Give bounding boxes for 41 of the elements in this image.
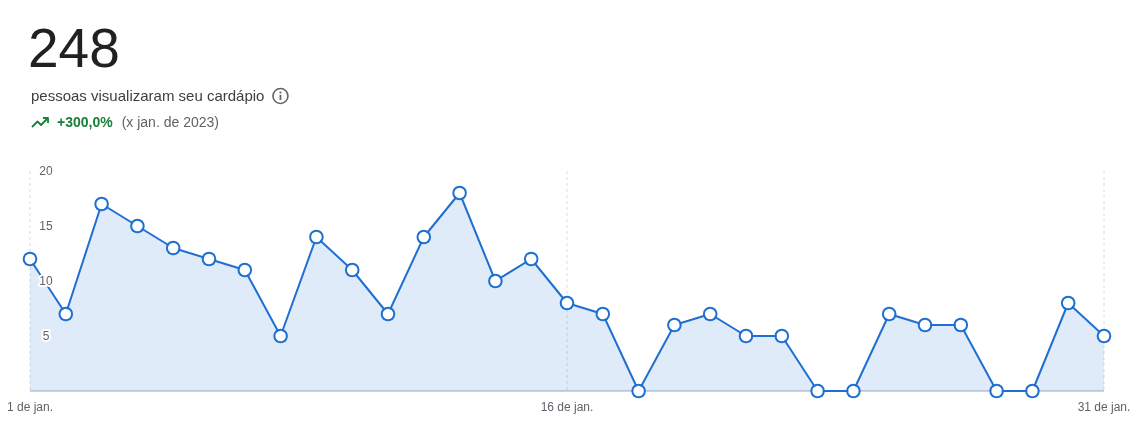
- x-tick-label: 16 de jan.: [540, 400, 594, 414]
- text: (x jan. de 2023): [121, 114, 219, 130]
- point: [702, 306, 718, 322]
- point: [201, 251, 217, 267]
- y-tick-label: 5: [42, 329, 50, 344]
- y-tick-label: 15: [39, 219, 53, 234]
- point: [58, 306, 74, 322]
- point: [667, 317, 682, 333]
- point: [523, 251, 539, 267]
- point: [846, 383, 861, 399]
- chart-subtitle: pessoas visualizaram seu cardápio: [31, 87, 265, 104]
- y-tick-label: 20: [39, 164, 53, 179]
- point: [488, 273, 503, 289]
- point: [953, 317, 969, 333]
- point: [273, 328, 288, 344]
- point: [810, 383, 825, 399]
- point: [989, 383, 1004, 399]
- point: [309, 229, 324, 245]
- point: [452, 185, 467, 201]
- point: [1096, 328, 1112, 344]
- point: [22, 251, 38, 267]
- point: [237, 262, 253, 278]
- point: [165, 240, 181, 256]
- point: [917, 317, 933, 333]
- point: [1060, 295, 1076, 311]
- point: [416, 229, 432, 245]
- point: [1025, 383, 1040, 399]
- x-tick-label: 1 de jan.: [6, 400, 54, 414]
- chart-title: 248: [28, 17, 120, 79]
- point: [559, 295, 575, 311]
- point: [380, 306, 396, 322]
- x-tick-label: 31 de jan.: [1077, 400, 1131, 414]
- point: [595, 306, 611, 322]
- text: +300,0%: [57, 114, 114, 130]
- point: [631, 383, 646, 399]
- point: [774, 328, 790, 344]
- point: [344, 262, 360, 278]
- point: [130, 218, 145, 234]
- point: [738, 328, 754, 344]
- point: [94, 196, 109, 212]
- point: [881, 306, 897, 322]
